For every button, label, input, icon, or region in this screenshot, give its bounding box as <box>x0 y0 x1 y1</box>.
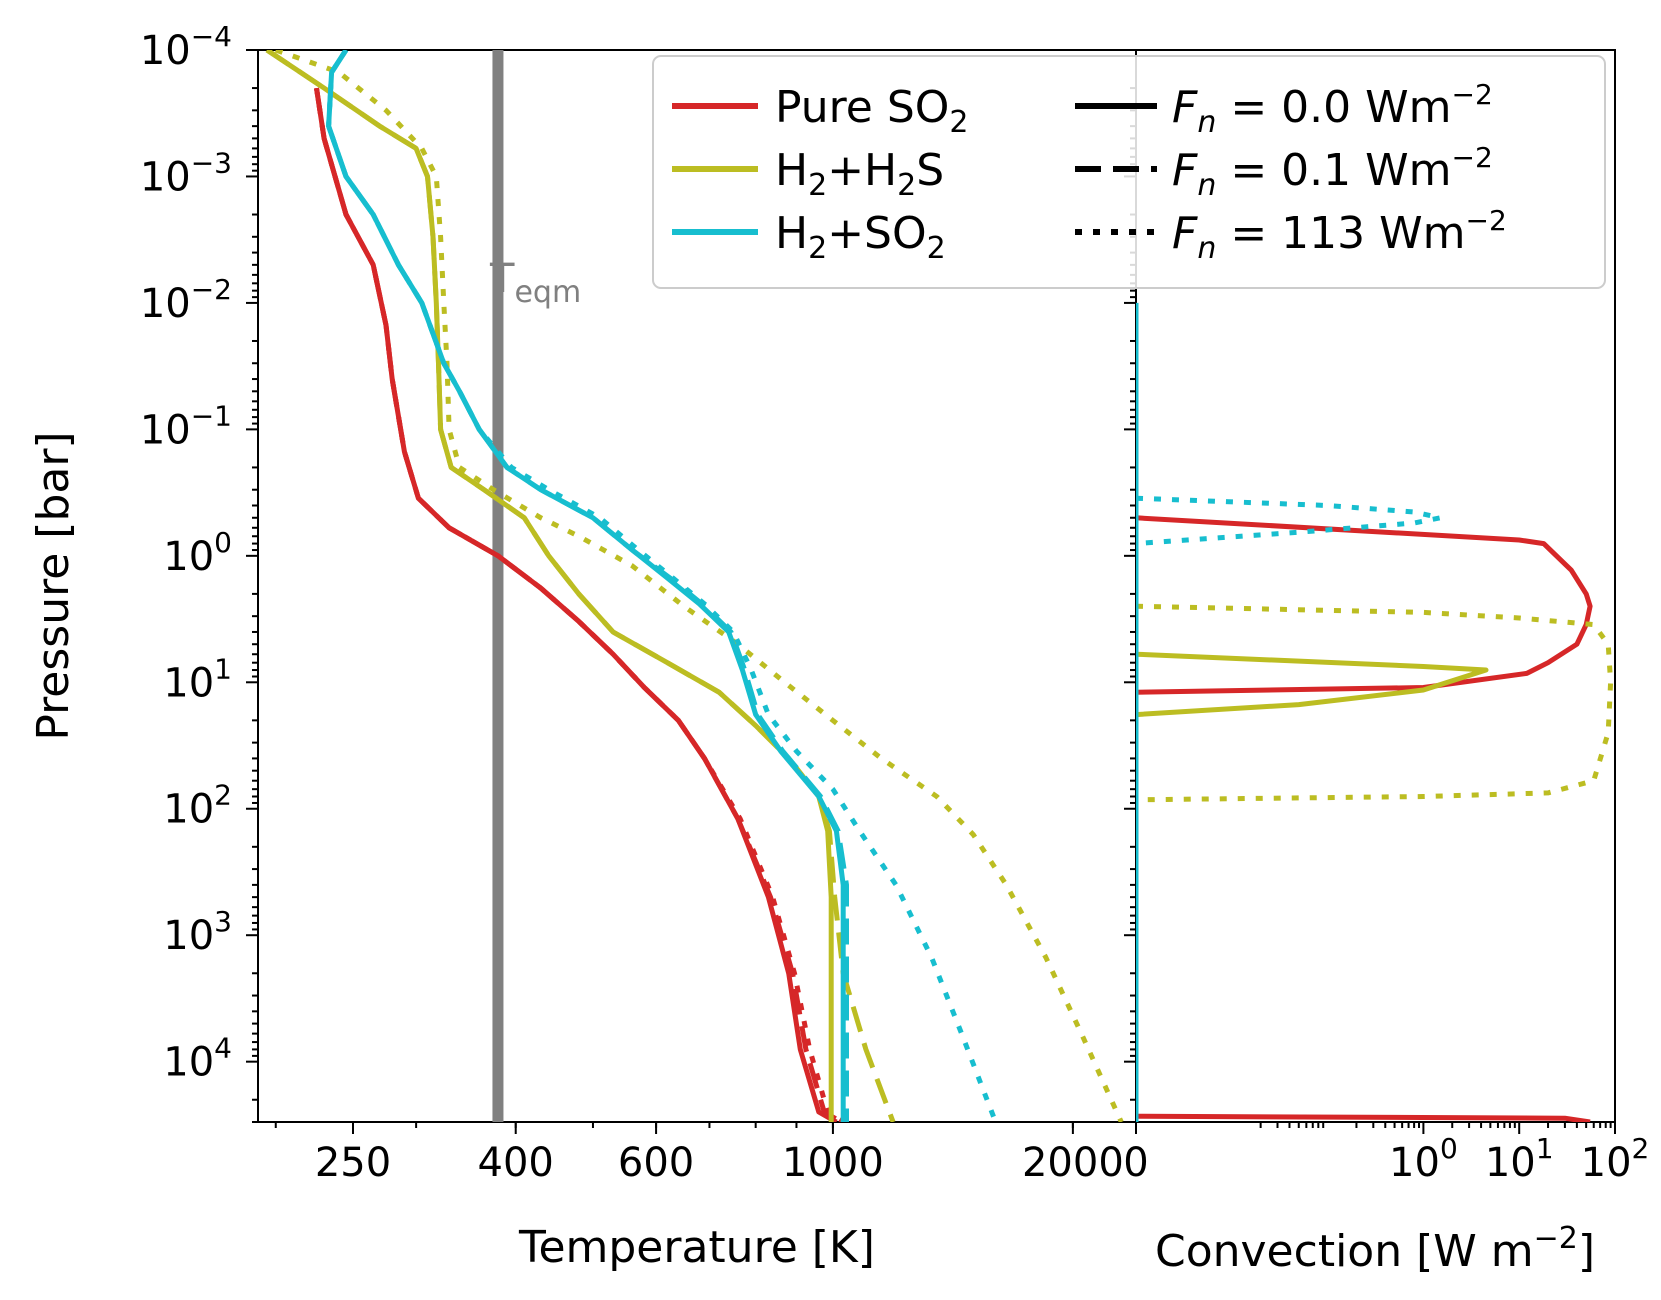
y-tick-label: 10−4 <box>140 20 232 74</box>
legend-entry-label: H2+SO2 <box>775 208 946 266</box>
legend-entry-label: H2+H2S <box>775 145 944 203</box>
temperature-tick-label: 600 <box>618 1140 694 1186</box>
y-tick-label: 10−1 <box>140 399 232 453</box>
temperature-axis-title: Temperature [K] <box>518 1222 875 1273</box>
temperature-tick-label: 400 <box>478 1140 554 1186</box>
convection-line-pure-so2-deep-solid <box>1136 1113 1591 1122</box>
legend-flux-label: Fn = 0.0 Wm−2 <box>1172 78 1493 140</box>
temperature-line-h2-h2s-dashed <box>265 50 896 1122</box>
convection-tick-label: 100 <box>1389 1132 1458 1186</box>
temperature-tick-label: 2000 <box>1022 1140 1124 1186</box>
legend-flux-label: Fn = 113 Wm−2 <box>1172 204 1507 266</box>
y-tick-label: 103 <box>163 905 232 959</box>
temperature-line-pure-so2-dotted <box>314 87 847 1122</box>
temperature-line-h2-h2s-dotted <box>274 50 1124 1122</box>
y-tick-label: 104 <box>163 1032 232 1086</box>
temperature-tick-label: 250 <box>315 1140 391 1186</box>
convection-line-h2-h2s-solid <box>1136 651 1489 718</box>
temperature-tick-label: 1000 <box>782 1140 884 1186</box>
legend-entry-label: Pure SO2 <box>775 82 968 140</box>
y-tick-label: 100 <box>163 526 232 580</box>
legend-flux-label: Fn = 0.1 Wm−2 <box>1172 141 1493 203</box>
convection-line-pure-so2-solid <box>1136 515 1593 695</box>
temperature-line-h2-so2-dotted <box>326 50 998 1122</box>
convection-tick-label: 102 <box>1581 1132 1650 1186</box>
temperature-line-h2-so2-dashed <box>326 50 849 1122</box>
convection-tick-label: 0 <box>1123 1140 1148 1186</box>
convection-axis-title: Convection [W m−2] <box>1155 1221 1595 1277</box>
pressure-axis-title: Pressure [bar] <box>28 431 79 740</box>
y-tick-label: 10−2 <box>140 273 232 327</box>
teqm-label: Teqm <box>489 256 581 310</box>
y-tick-label: 101 <box>163 652 232 706</box>
teqm-subscript: eqm <box>514 275 581 310</box>
convection-tick-label: 101 <box>1485 1132 1554 1186</box>
convection-axis-title-sup: −2 <box>1534 1221 1578 1256</box>
y-tick-label: 102 <box>163 779 232 833</box>
y-tick-label: 10−3 <box>140 146 232 200</box>
